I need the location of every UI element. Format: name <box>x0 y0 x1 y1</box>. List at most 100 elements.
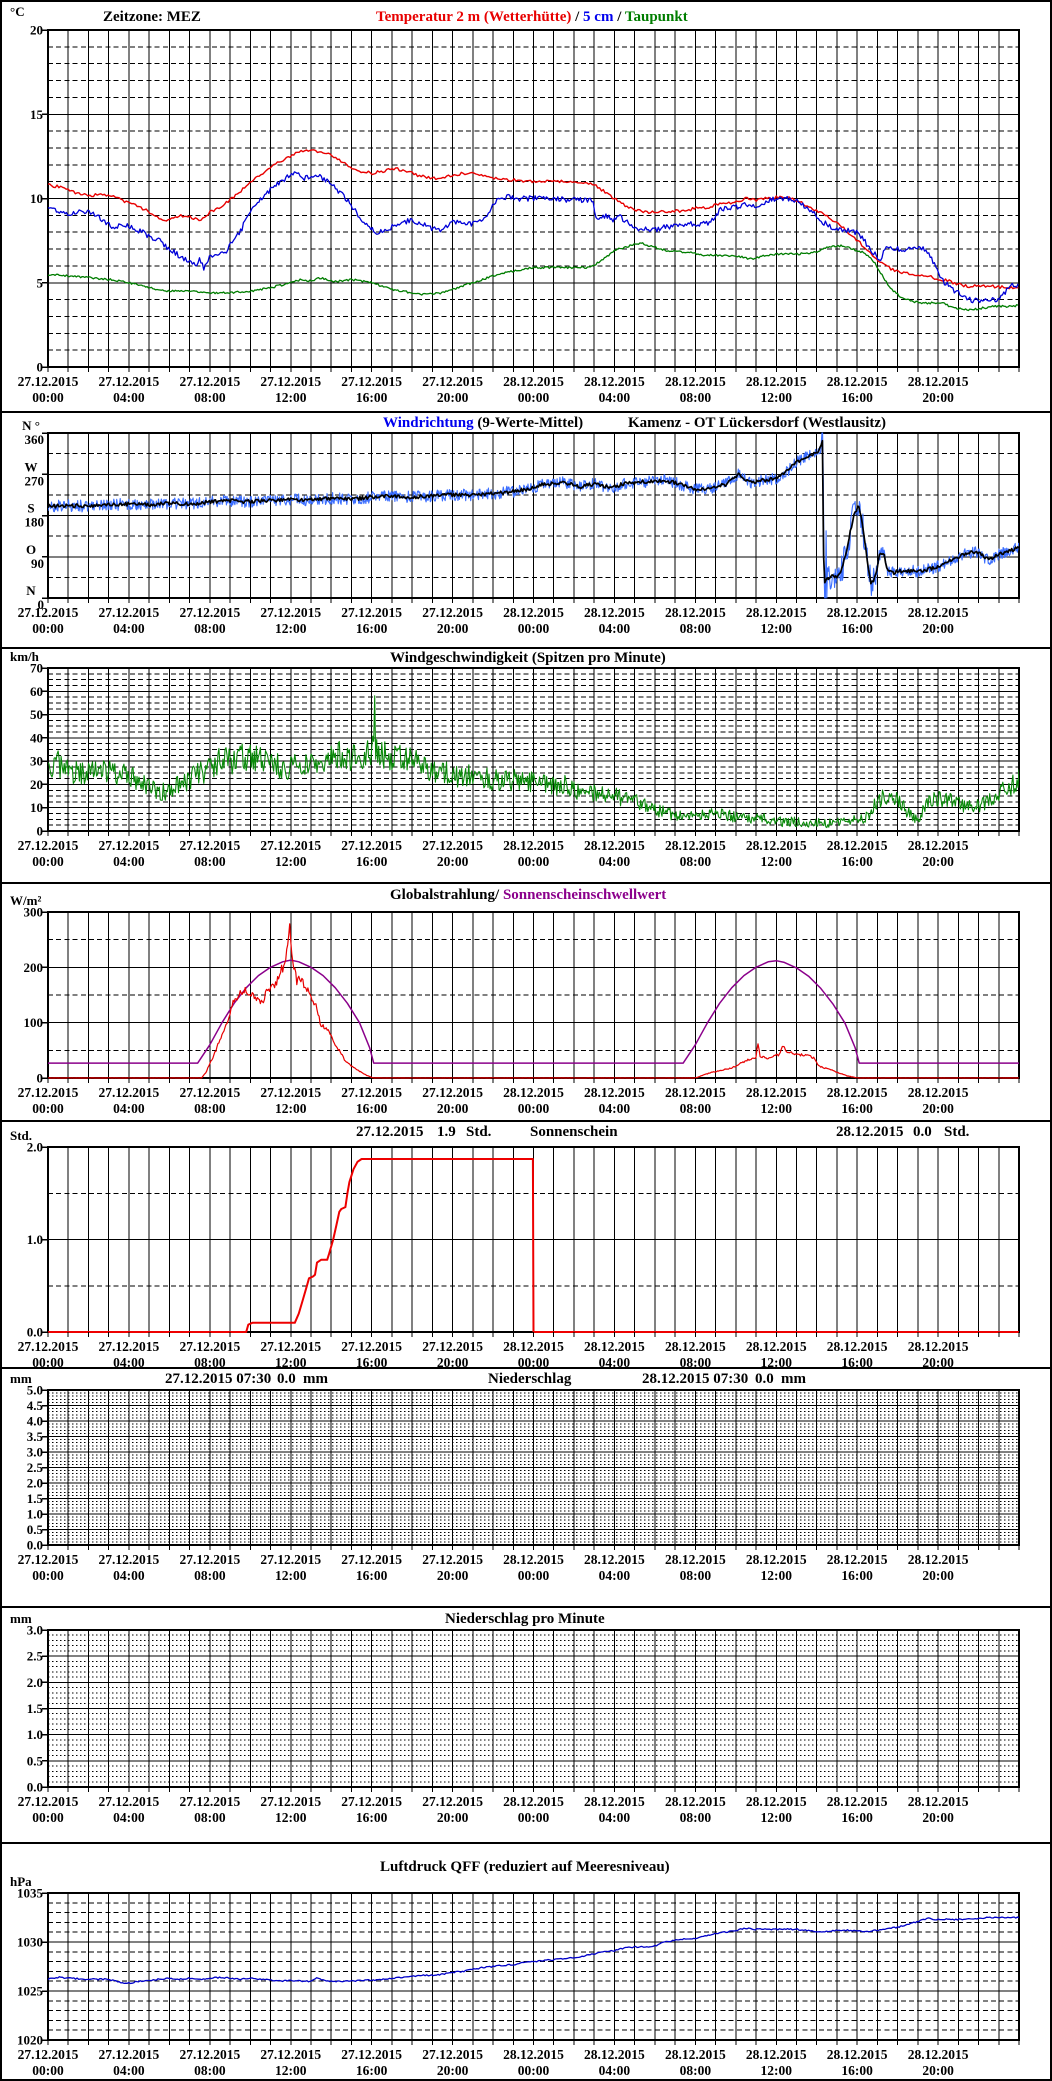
day1-date: 27.12.2015 07:30 <box>165 1371 271 1387</box>
y-axis-label: 4.5 <box>27 1398 44 1413</box>
x-axis-date: 28.12.2015 <box>827 1339 888 1354</box>
x-axis-time: 00:00 <box>32 1355 64 1367</box>
x-axis-date: 28.12.2015 <box>827 838 888 853</box>
x-axis-date: 27.12.2015 <box>422 838 483 853</box>
panel-divider <box>0 882 1052 884</box>
x-axis-date: 28.12.2015 <box>908 1552 969 1567</box>
x-axis-time: 00:00 <box>518 1355 550 1367</box>
y-axis-label: 2.5 <box>27 1460 44 1475</box>
x-axis-date: 27.12.2015 <box>99 1085 160 1100</box>
x-axis-time: 16:00 <box>841 1810 873 1825</box>
x-axis-time: 04:00 <box>599 2063 631 2078</box>
x-axis-time: 04:00 <box>599 1810 631 1825</box>
y-axis-label: 1.0 <box>27 1727 43 1742</box>
x-axis-date: 27.12.2015 <box>18 1085 79 1100</box>
y-axis-unit: W/m² <box>10 893 41 908</box>
x-axis-date: 28.12.2015 <box>827 2047 888 2062</box>
x-axis-time: 12:00 <box>761 1568 793 1583</box>
x-axis-date: 28.12.2015 <box>503 838 564 853</box>
y-axis-label: 70 <box>30 661 43 676</box>
y-axis-label: 0 <box>37 824 44 839</box>
x-axis-date: 27.12.2015 <box>422 1794 483 1809</box>
y-axis-unit: °C <box>10 4 25 19</box>
chart-precipitation: 27.12.2015 07:30 0.0 mm Niederschlag 28.12.2… <box>0 1369 1052 1606</box>
x-axis-date: 28.12.2015 <box>584 838 645 853</box>
y-axis-unit: Std. <box>10 1128 32 1143</box>
y-axis-label: 1.5 <box>27 1491 44 1506</box>
y-axis-label: 1030 <box>17 1935 43 1950</box>
x-axis-date: 27.12.2015 <box>99 2047 160 2062</box>
x-axis-date: 27.12.2015 <box>260 2047 321 2062</box>
panel-divider <box>0 1842 1052 1844</box>
day1-value: 0.0 <box>277 1371 296 1387</box>
chart-title: Windrichtung (9-Werte-Mittel) <box>383 415 583 431</box>
x-axis-time: 12:00 <box>761 1810 793 1825</box>
x-axis-date: 27.12.2015 <box>422 2047 483 2062</box>
x-axis-time: 16:00 <box>841 390 873 405</box>
chart-sunshine: 27.12.2015 1.9 Std. Sonnenschein 28.12.2015 0… <box>0 1122 1052 1367</box>
x-axis-time: 04:00 <box>599 1355 631 1367</box>
x-axis-time: 20:00 <box>437 1810 469 1825</box>
y-axis-label: 60 <box>30 684 43 699</box>
x-axis-time: 20:00 <box>437 390 469 405</box>
x-axis-time: 20:00 <box>437 621 469 636</box>
x-axis-time: 20:00 <box>437 2063 469 2078</box>
x-axis-date: 28.12.2015 <box>584 374 645 389</box>
x-axis-time: 16:00 <box>356 1568 388 1583</box>
x-axis-date: 27.12.2015 <box>18 374 79 389</box>
x-axis-date: 27.12.2015 <box>179 1339 240 1354</box>
x-axis-date: 28.12.2015 <box>503 2047 564 2062</box>
chart-title: Temperatur 2 m (Wetterhütte) / 5 cm / Ta… <box>376 9 688 25</box>
x-axis-time: 08:00 <box>194 621 226 636</box>
x-axis-time: 20:00 <box>922 621 954 636</box>
y-axis-label: 90 <box>31 556 44 571</box>
x-axis-time: 04:00 <box>113 854 145 869</box>
y-axis-label: 10 <box>30 191 43 206</box>
x-axis-date: 28.12.2015 <box>908 2047 969 2062</box>
chart-svg-temperature: Zeitzone: MEZ Temperatur 2 m (Wetterhütte… <box>10 4 1020 405</box>
x-axis-time: 20:00 <box>437 1355 469 1367</box>
x-axis-date: 27.12.2015 <box>99 838 160 853</box>
y-axis-label: 20 <box>30 23 43 38</box>
series-Temperatur 5 cm <box>48 171 1019 304</box>
x-axis-date: 28.12.2015 <box>503 605 564 620</box>
x-axis-time: 00:00 <box>518 1568 550 1583</box>
chart-wind-speed: Windgeschwindigkeit (Spitzen pro Minute)… <box>0 649 1052 882</box>
x-axis-date: 27.12.2015 <box>179 1552 240 1567</box>
y-axis-letter: W <box>25 459 38 474</box>
y-axis-label: 15 <box>30 107 44 122</box>
x-axis-time: 00:00 <box>32 1810 64 1825</box>
x-axis-date: 27.12.2015 <box>179 1794 240 1809</box>
y-axis-label: 5.0 <box>27 1383 43 1398</box>
y-axis-unit: mm <box>10 1371 32 1386</box>
y-axis-letter: O <box>26 542 36 557</box>
day1-date: 27.12.2015 <box>356 1124 424 1140</box>
x-axis-time: 04:00 <box>599 390 631 405</box>
x-axis-time: 08:00 <box>680 1355 712 1367</box>
x-axis-date: 28.12.2015 <box>908 1339 969 1354</box>
x-axis-date: 27.12.2015 <box>179 838 240 853</box>
x-axis-date: 28.12.2015 <box>746 2047 807 2062</box>
x-axis-date: 27.12.2015 <box>18 838 79 853</box>
x-axis-time: 00:00 <box>518 1101 550 1116</box>
chart-title: Windgeschwindigkeit (Spitzen pro Minute) <box>390 650 666 666</box>
chart-svg-precipmin: Niederschlag pro Minute mm3.0 2.5 2.0 1.5 1.0… <box>10 1611 1020 1825</box>
chart-svg-radiation: Globalstrahlung/ Sonnenscheinschwellwert… <box>10 887 1020 1116</box>
x-axis-date: 27.12.2015 <box>341 838 402 853</box>
x-axis-date: 28.12.2015 <box>665 1085 726 1100</box>
x-axis-date: 27.12.2015 <box>18 1794 79 1809</box>
x-axis-date: 28.12.2015 <box>584 1552 645 1567</box>
chart-svg-precip: 27.12.2015 07:30 0.0 mm Niederschlag 28.12.2… <box>10 1371 1020 1583</box>
series-Sonnenscheinschwellwert <box>48 959 1019 1064</box>
x-axis-time: 00:00 <box>32 390 64 405</box>
x-axis-date: 28.12.2015 <box>827 1552 888 1567</box>
y-axis-label: 0.0 <box>27 1325 43 1340</box>
y-axis-unit: mm <box>10 1611 32 1626</box>
x-axis-date: 27.12.2015 <box>260 1339 321 1354</box>
day1-unit: Std. <box>466 1124 492 1140</box>
x-axis-time: 16:00 <box>356 1101 388 1116</box>
panel-divider <box>0 411 1052 413</box>
x-axis-time: 08:00 <box>680 1101 712 1116</box>
y-axis-label: 3.5 <box>27 1429 44 1444</box>
x-axis-time: 00:00 <box>518 621 550 636</box>
